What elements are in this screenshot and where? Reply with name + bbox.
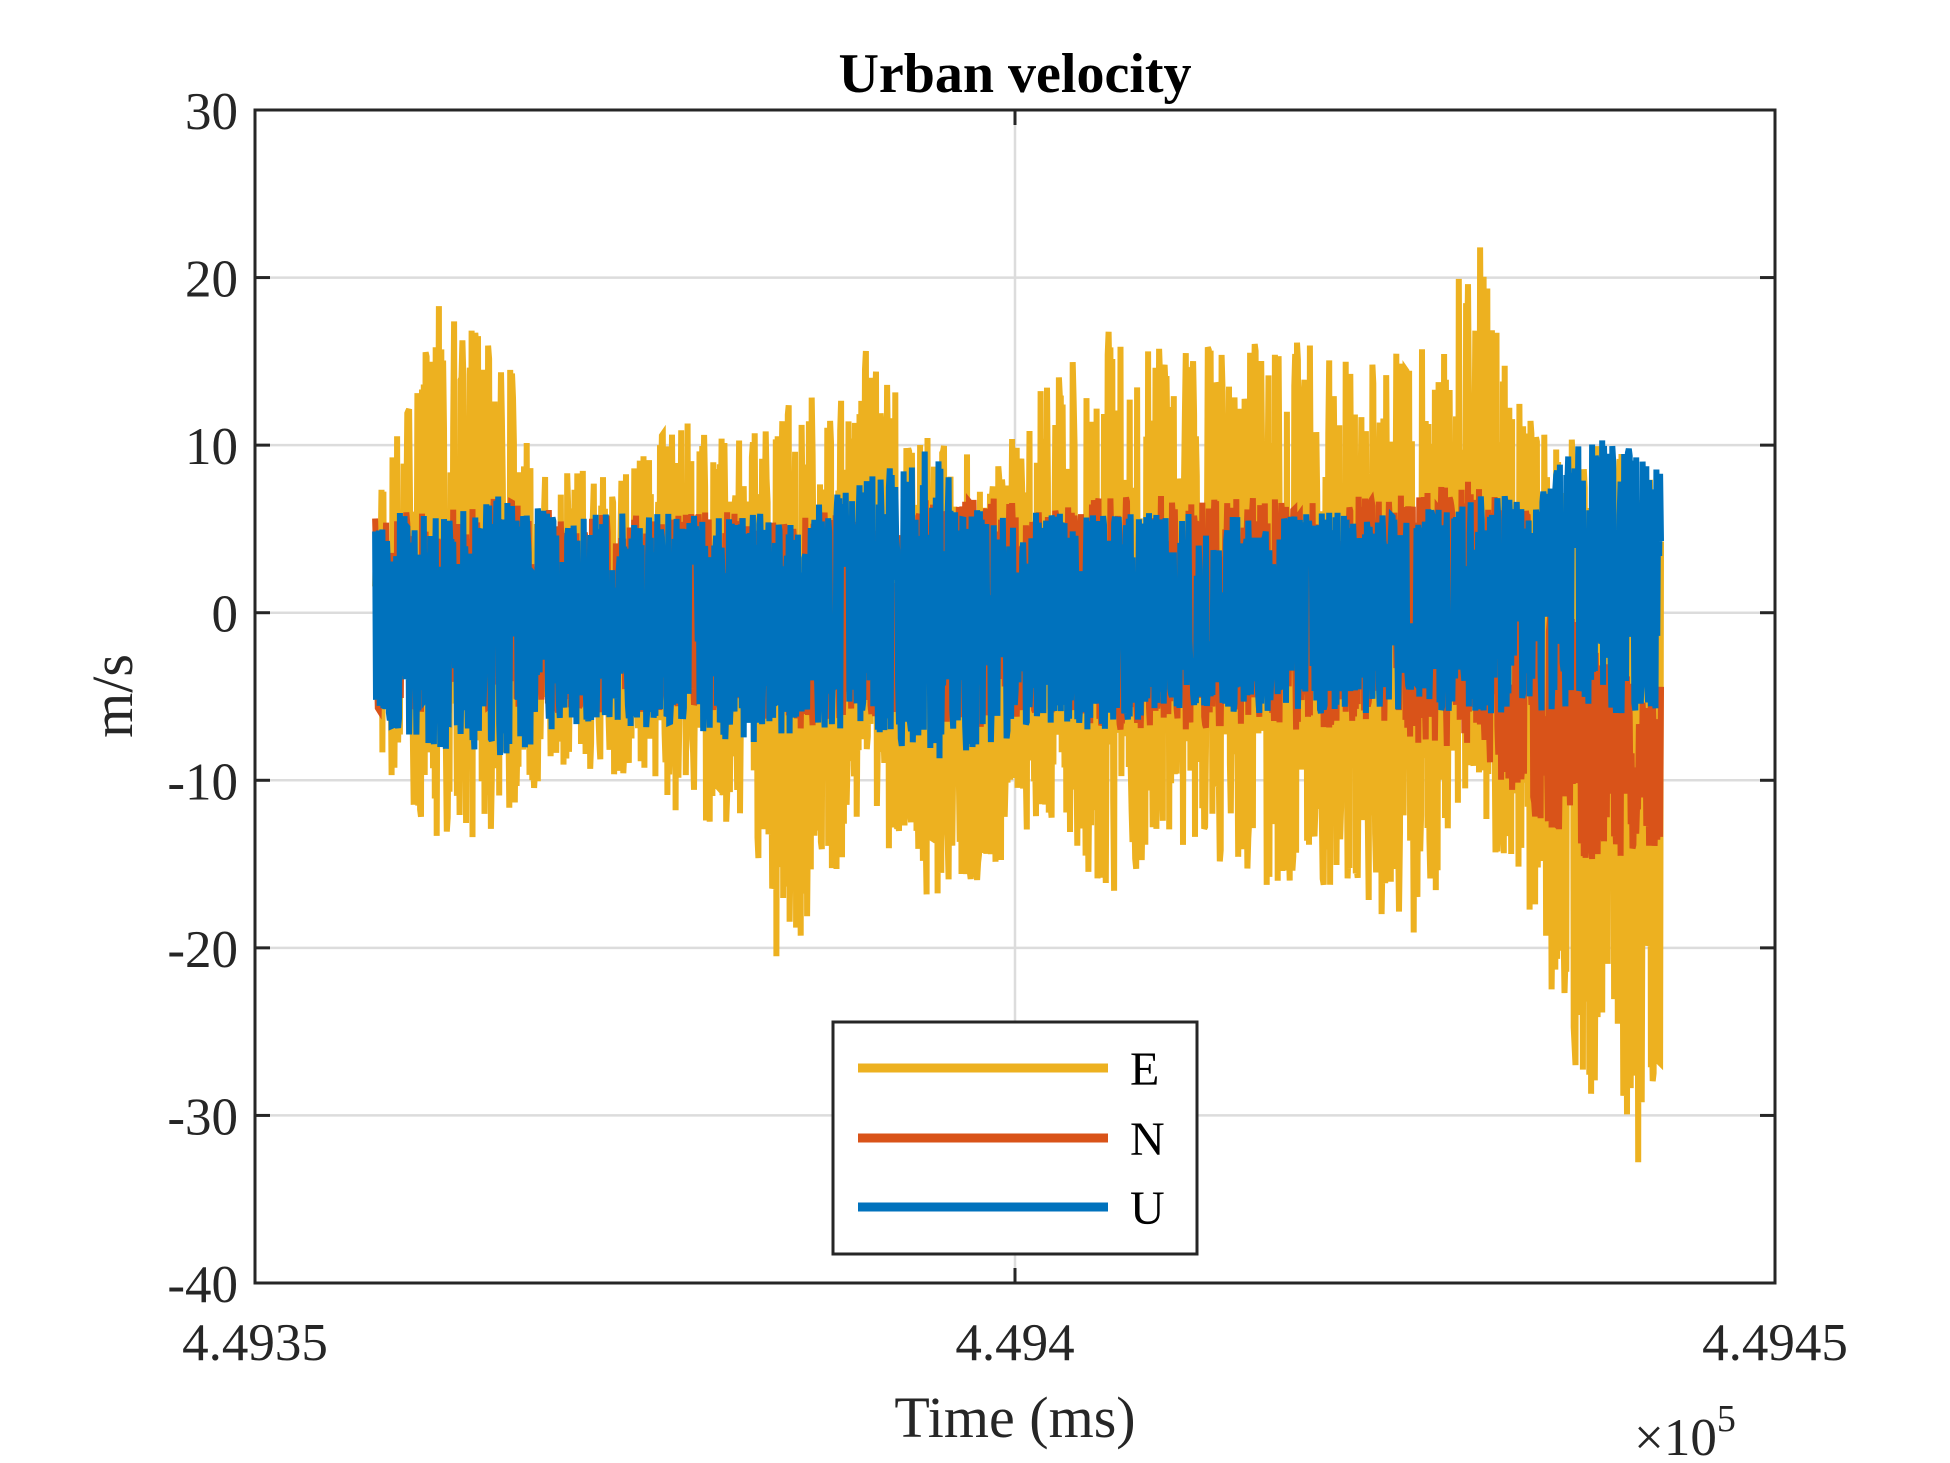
y-axis-title: m/s: [80, 654, 145, 738]
y-tick-label: -40: [167, 1256, 238, 1314]
series-layer: [372, 247, 1664, 1163]
y-tick-label: -30: [167, 1088, 238, 1146]
y-tick-label: 10: [185, 418, 238, 476]
legend-label-u: U: [1130, 1182, 1165, 1235]
x-axis-title: Time (ms): [894, 1385, 1135, 1450]
legend-label-e: E: [1130, 1043, 1159, 1096]
x-tick-label: 4.494: [955, 1314, 1074, 1372]
x-tick-label: 4.4935: [182, 1314, 328, 1372]
legend-label-n: N: [1130, 1113, 1165, 1166]
legend: E N U: [831, 1020, 1199, 1256]
y-tick-label: -20: [167, 921, 238, 979]
y-tick-label: 30: [185, 83, 238, 141]
tick-labels: -40 -30 -20 -10 0 10 20 30 4.4935 4.494 4.4945: [167, 83, 1848, 1372]
y-tick-label: 20: [185, 251, 238, 309]
x-tick-label: 4.4945: [1702, 1314, 1848, 1372]
y-tick-label: -10: [167, 753, 238, 811]
tick-marks: [253, 108, 1777, 1285]
x-exponent-base: ×10: [1634, 1409, 1717, 1463]
chart-title: Urban velocity: [838, 43, 1191, 105]
x-exponent-label: ×105: [1634, 1398, 1736, 1463]
series-line-u: [372, 440, 1664, 759]
y-tick-label: 0: [212, 586, 239, 644]
x-exponent-power: 5: [1717, 1398, 1736, 1440]
